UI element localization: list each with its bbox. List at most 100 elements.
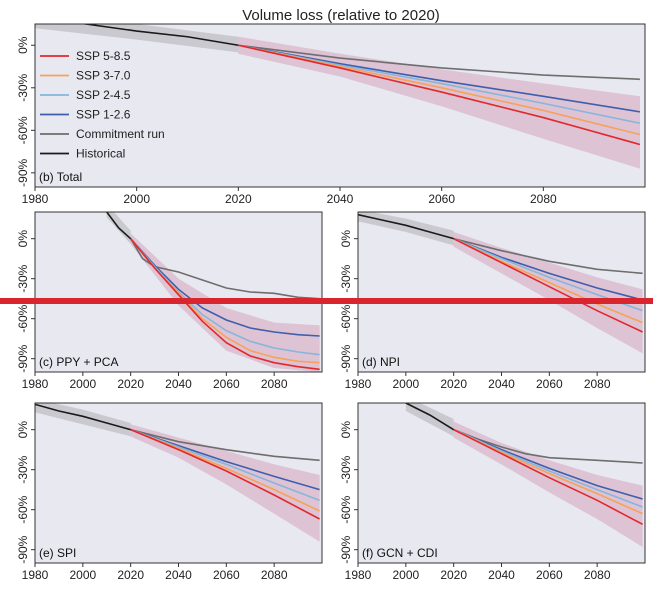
y-tick-label: -60% — [16, 304, 30, 332]
x-tick-label: 2060 — [536, 377, 563, 391]
ssp126-line — [130, 238, 320, 337]
x-tick-label: 1980 — [345, 568, 372, 582]
x-tick-label: 2020 — [117, 377, 144, 391]
ssp585-uncertainty-band — [130, 233, 320, 372]
x-tick-label: 2000 — [392, 377, 419, 391]
panel-label: (e) SPI — [39, 546, 76, 560]
y-tick-label: -30% — [16, 264, 30, 292]
legend: SSP 5-8.5 SSP 3-7.0 SSP 2-4.5 SSP 1-2.6 Comm… — [40, 49, 165, 161]
ssp585-line — [453, 428, 643, 526]
historical-uncertainty-band — [405, 403, 454, 437]
ssp126-line — [453, 237, 643, 301]
y-tick-label: 0% — [16, 421, 30, 439]
x-tick-label: 2080 — [261, 568, 288, 582]
x-tick-label: 2040 — [327, 192, 354, 206]
ssp370-line — [238, 44, 641, 136]
y-tick-label: -90% — [339, 344, 353, 372]
panel: 1980 2000 2020 2040 2060 2080 0% -30% -60% -90% (f… — [339, 402, 646, 582]
ssp245-line — [453, 428, 643, 508]
ssp245-line — [130, 428, 320, 502]
panel: 1980 2000 2020 2040 2060 2080 0% -30% -60% -90% (e… — [16, 402, 323, 582]
ssp585-line — [130, 428, 320, 520]
ssp126-line — [130, 428, 320, 491]
y-tick-label: -60% — [339, 495, 353, 523]
x-tick-label: 2040 — [165, 377, 192, 391]
x-tick-label: 2060 — [536, 568, 563, 582]
commitment-line — [130, 428, 320, 462]
ssp126-uncertainty-band — [130, 424, 320, 542]
legend-label-historical: Historical — [76, 147, 125, 161]
x-tick-label: 2060 — [213, 377, 240, 391]
x-tick-label: 2000 — [69, 377, 96, 391]
x-tick-label: 2040 — [165, 568, 192, 582]
panel: 1980 2000 2020 2040 2060 2080 0% -30% -60% -90% (d… — [339, 211, 646, 391]
legend-label-ssp370: SSP 3-7.0 — [76, 69, 131, 83]
commitment-line — [238, 44, 640, 81]
panel: 1980 2000 2020 2040 2060 2080 0% -30% -60% -90% (c… — [16, 211, 323, 391]
ssp585-line — [130, 238, 320, 371]
commitment-line — [129, 238, 320, 300]
y-tick-label: -30% — [16, 73, 30, 101]
x-tick-label: 2080 — [530, 192, 557, 206]
y-tick-label: -90% — [16, 158, 30, 186]
x-tick-label: 2020 — [117, 568, 144, 582]
figure-title: Volume loss (relative to 2020) — [242, 7, 440, 24]
y-tick-label: -30% — [339, 455, 353, 483]
historical-line — [106, 212, 132, 240]
ssp126-line — [453, 428, 643, 500]
panel-label: (b) Total — [39, 170, 82, 184]
x-tick-label: 1980 — [22, 377, 49, 391]
historical-line — [358, 213, 454, 240]
ssp126-uncertainty-band — [130, 233, 320, 372]
y-tick-label: -60% — [16, 116, 30, 144]
ssp126-uncertainty-band — [238, 36, 640, 169]
x-tick-label: 2000 — [69, 568, 96, 582]
ssp370-line — [130, 428, 320, 512]
historical-line — [35, 403, 131, 431]
x-tick-label: 2020 — [440, 568, 467, 582]
x-tick-label: 2040 — [488, 377, 515, 391]
historical-line — [78, 24, 239, 47]
ssp245-line — [238, 44, 641, 125]
panel-label: (c) PPY + PCA — [39, 355, 118, 369]
x-tick-label: 2060 — [213, 568, 240, 582]
legend-label-commitment: Commitment run — [76, 127, 165, 141]
x-tick-label: 2060 — [428, 192, 455, 206]
ssp126-line — [238, 44, 641, 113]
x-tick-label: 2000 — [392, 568, 419, 582]
panel-label: (d) NPI — [362, 355, 400, 369]
x-tick-label: 2020 — [225, 192, 252, 206]
x-tick-label: 2040 — [488, 568, 515, 582]
panel: 1980 2000 2020 2040 2060 2080 0% -30% -60% -90% (b… — [16, 23, 646, 206]
ssp585-line — [453, 237, 643, 333]
y-tick-label: -90% — [16, 535, 30, 563]
y-tick-label: -90% — [339, 535, 353, 563]
ssp585-line — [238, 44, 641, 146]
panel-label: (f) GCN + CDI — [362, 546, 438, 560]
y-tick-label: 0% — [16, 36, 30, 54]
y-tick-label: 0% — [16, 230, 30, 248]
legend-label-ssp585: SSP 5-8.5 — [76, 49, 131, 63]
y-tick-label: -30% — [16, 455, 30, 483]
ssp245-line — [130, 238, 320, 356]
legend-label-ssp245: SSP 2-4.5 — [76, 88, 131, 102]
x-tick-label: 2020 — [440, 377, 467, 391]
x-tick-label: 1980 — [345, 377, 372, 391]
panels: 1980 2000 2020 2040 2060 2080 0% -30% -60% -90% (b… — [16, 23, 646, 582]
ssp585-uncertainty-band — [130, 424, 320, 542]
legend-label-ssp126: SSP 1-2.6 — [76, 108, 131, 122]
y-tick-label: -60% — [339, 304, 353, 332]
x-tick-label: 1980 — [22, 568, 49, 582]
y-tick-label: 0% — [339, 421, 353, 439]
x-tick-label: 2080 — [261, 377, 288, 391]
x-tick-label: 1980 — [22, 192, 49, 206]
historical-uncertainty-band — [35, 24, 239, 53]
y-tick-label: 0% — [339, 230, 353, 248]
commitment-line — [453, 237, 643, 275]
x-tick-label: 2000 — [123, 192, 150, 206]
x-tick-label: 2080 — [584, 377, 611, 391]
x-tick-label: 2080 — [584, 568, 611, 582]
y-tick-label: -30% — [339, 264, 353, 292]
ssp585-uncertainty-band — [238, 36, 640, 169]
y-tick-label: -90% — [16, 344, 30, 372]
